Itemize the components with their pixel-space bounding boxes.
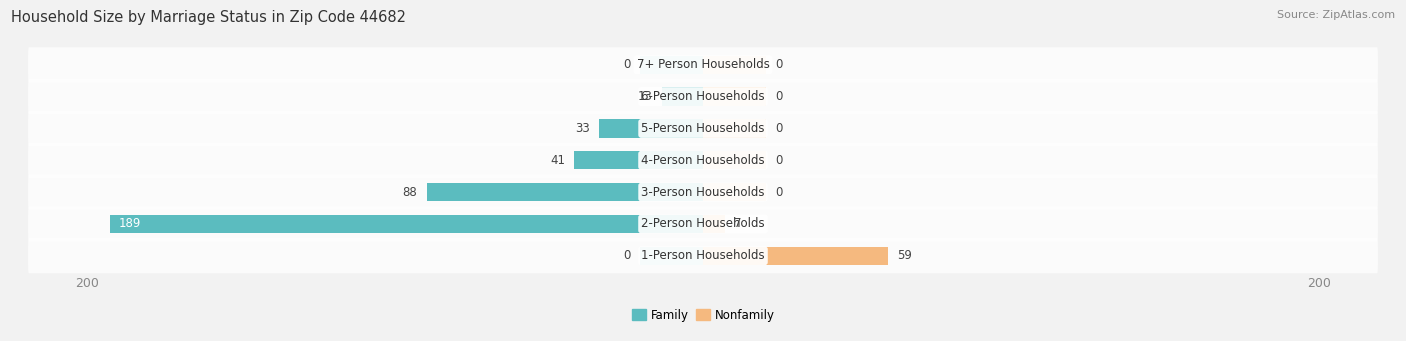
Text: 88: 88 [402, 186, 418, 198]
FancyBboxPatch shape [28, 175, 1378, 210]
Text: 7: 7 [734, 218, 742, 231]
Bar [662, 87, 703, 106]
Text: 200: 200 [75, 277, 98, 291]
Text: 6-Person Households: 6-Person Households [641, 90, 765, 103]
Text: 0: 0 [775, 90, 783, 103]
Bar [703, 119, 766, 138]
FancyBboxPatch shape [28, 79, 1378, 114]
Legend: Family, Nonfamily: Family, Nonfamily [627, 304, 779, 326]
FancyBboxPatch shape [28, 47, 1378, 82]
Text: 33: 33 [575, 122, 591, 135]
Text: 41: 41 [550, 154, 565, 167]
Text: 0: 0 [775, 122, 783, 135]
Text: 2-Person Households: 2-Person Households [641, 218, 765, 231]
Text: 0: 0 [775, 186, 783, 198]
FancyBboxPatch shape [28, 143, 1378, 178]
Bar [110, 215, 703, 233]
FancyBboxPatch shape [28, 206, 1378, 241]
Text: 13: 13 [638, 90, 652, 103]
Text: 3-Person Households: 3-Person Households [641, 186, 765, 198]
Bar [703, 215, 725, 233]
Bar [703, 183, 766, 201]
Bar [640, 247, 703, 265]
Text: 1-Person Households: 1-Person Households [641, 249, 765, 262]
Text: 200: 200 [1308, 277, 1331, 291]
Text: Source: ZipAtlas.com: Source: ZipAtlas.com [1277, 10, 1395, 20]
Bar [574, 151, 703, 169]
Text: Household Size by Marriage Status in Zip Code 44682: Household Size by Marriage Status in Zip… [11, 10, 406, 25]
Bar [703, 247, 889, 265]
Bar [703, 56, 766, 74]
Text: 4-Person Households: 4-Person Households [641, 154, 765, 167]
Text: 59: 59 [897, 249, 912, 262]
Bar [427, 183, 703, 201]
Text: 5-Person Households: 5-Person Households [641, 122, 765, 135]
Text: 0: 0 [775, 154, 783, 167]
Text: 0: 0 [623, 58, 631, 71]
Text: 189: 189 [120, 218, 142, 231]
Text: 0: 0 [775, 58, 783, 71]
Bar [599, 119, 703, 138]
Bar [640, 56, 703, 74]
Text: 7+ Person Households: 7+ Person Households [637, 58, 769, 71]
Bar [703, 151, 766, 169]
FancyBboxPatch shape [28, 111, 1378, 146]
FancyBboxPatch shape [28, 238, 1378, 273]
Text: 0: 0 [623, 249, 631, 262]
Bar [703, 87, 766, 106]
